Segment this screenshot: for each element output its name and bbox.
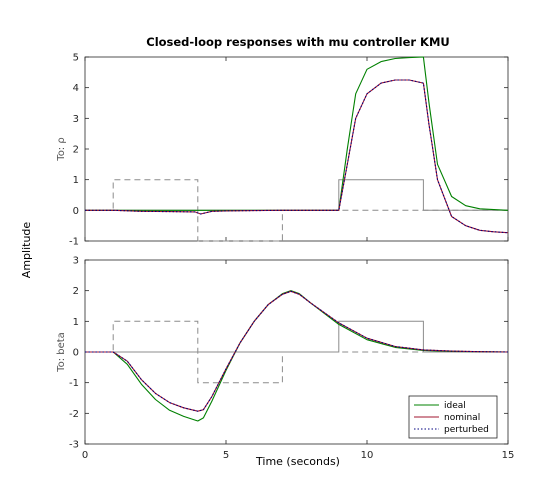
y-tick-label: -1: [69, 378, 79, 389]
x-tick-label: 0: [82, 450, 88, 461]
x-axis-label: Time (seconds): [255, 455, 340, 468]
chart-title: Closed-loop responses with mu controller…: [146, 35, 450, 49]
legend-label-perturbed: perturbed: [444, 425, 489, 435]
y-tick-label: -1: [69, 237, 79, 248]
y-tick-label: 0: [73, 348, 79, 359]
y-tick-label: 4: [73, 83, 79, 94]
y-tick-label: -3: [69, 440, 79, 451]
y-tick-label: -2: [69, 409, 79, 420]
x-tick-label: 5: [223, 450, 229, 461]
axes-box: [84, 56, 509, 242]
y-tick-label: 2: [73, 286, 79, 297]
y-tick-label: 1: [73, 175, 79, 186]
y-tick-label: 0: [73, 206, 79, 217]
series-line-perturbed: [85, 290, 509, 412]
series-line-ideal: [85, 56, 509, 211]
panel-y-label: To: ρ: [56, 137, 67, 161]
legend: ideal nominal perturbed: [408, 395, 498, 439]
x-tick-label: 10: [361, 450, 374, 461]
panel-y-label: To: beta: [56, 332, 67, 373]
y-tick-label: 5: [73, 53, 79, 64]
reference-line-input-1: [85, 179, 508, 242]
upper-panel: -1 0 1 2 3 4 5 To: ρ: [56, 53, 509, 248]
y-tick-label: 1: [73, 317, 79, 328]
series-line-nominal: [85, 79, 509, 234]
reference-line-input-2: [85, 320, 508, 353]
legend-label-nominal: nominal: [444, 413, 480, 423]
y-tick-label: 3: [73, 114, 79, 125]
y-tick-label: 3: [73, 256, 79, 267]
reference-line-input-1: [85, 320, 508, 384]
x-tick-label: 15: [502, 450, 515, 461]
y-axis-label: Amplitude: [20, 222, 33, 279]
y-tick-label: 2: [73, 145, 79, 156]
legend-label-ideal: ideal: [444, 401, 466, 411]
